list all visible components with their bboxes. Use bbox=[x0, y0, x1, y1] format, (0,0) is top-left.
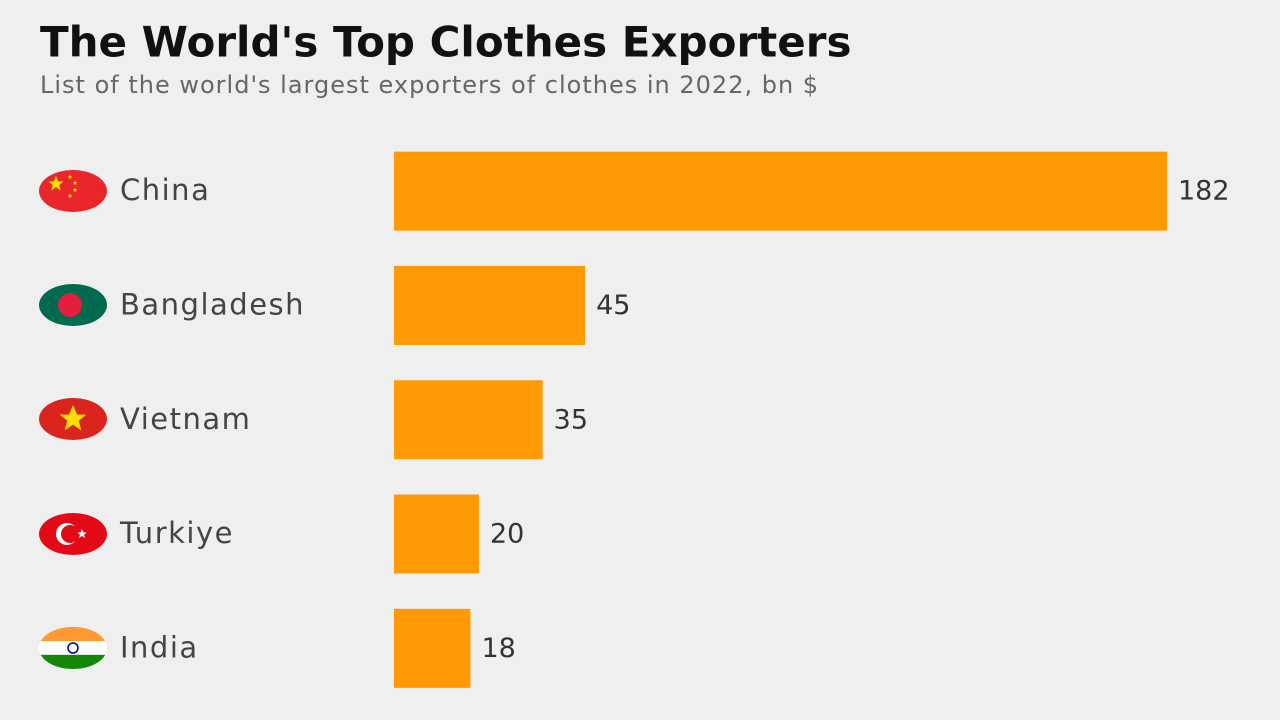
value-label: 45 bbox=[596, 290, 630, 321]
value-label: 20 bbox=[490, 519, 524, 550]
bar bbox=[394, 151, 1167, 231]
value-label: 182 bbox=[1178, 176, 1230, 207]
chart-subtitle: List of the world's largest exporters of… bbox=[40, 71, 819, 99]
category-label: China bbox=[120, 173, 210, 207]
flag-vietnam bbox=[39, 398, 107, 440]
category-label: Vietnam bbox=[120, 402, 251, 436]
bar bbox=[394, 265, 586, 345]
bar bbox=[394, 380, 543, 460]
flag-china bbox=[39, 170, 107, 212]
value-label: 18 bbox=[481, 633, 515, 664]
category-label: Turkiye bbox=[119, 516, 234, 550]
flag-bangladesh bbox=[39, 284, 107, 326]
flag-turkiye bbox=[39, 513, 107, 555]
bar bbox=[394, 608, 471, 688]
bar bbox=[394, 494, 479, 574]
category-label: Bangladesh bbox=[120, 287, 305, 321]
category-label: India bbox=[120, 630, 199, 664]
chart-title: The World's Top Clothes Exporters bbox=[40, 18, 851, 67]
value-label: 35 bbox=[554, 404, 588, 435]
flag-india bbox=[39, 626, 107, 670]
